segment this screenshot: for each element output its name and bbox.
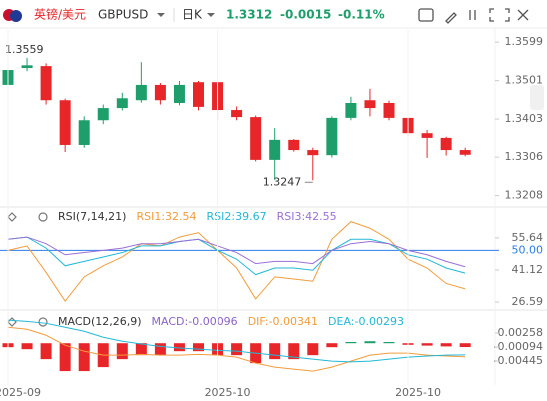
period[interactable]: 日K <box>182 8 203 22</box>
y-tick-label: 41.12 <box>512 263 544 276</box>
y-tick-label: 26.59 <box>512 295 544 308</box>
legend-entry: RSI2:39.67 <box>207 210 267 223</box>
price: 1.3312 <box>226 8 272 22</box>
candle-body <box>40 66 52 101</box>
legend-entry: RSI3:42.55 <box>277 210 337 223</box>
histogram-bar <box>440 343 452 347</box>
histogram-bar <box>116 343 128 360</box>
histogram-bar <box>173 343 185 352</box>
indicator-title: RSI(7,14,21) <box>58 210 126 223</box>
candle-body <box>78 120 90 145</box>
candle-body <box>364 100 376 109</box>
change: -0.0015 <box>280 8 331 22</box>
hide-button[interactable] <box>7 317 17 327</box>
candle-body <box>154 84 166 101</box>
high-label: 1.3559 <box>5 43 44 56</box>
symbol[interactable]: GBPUSD <box>98 8 148 22</box>
y-tick-label: 50.00 <box>512 243 544 256</box>
histogram-bar <box>459 343 471 348</box>
legend-entry: DEA:-0.00293 <box>328 315 404 328</box>
close-button[interactable] <box>517 9 529 21</box>
series-line <box>7 236 466 276</box>
dropdown-arrow[interactable] <box>207 13 215 17</box>
histogram-bar <box>345 342 357 344</box>
settings-button[interactable] <box>38 317 48 327</box>
series-line <box>7 221 466 302</box>
y-tick-label: -0.00094 <box>494 340 543 353</box>
y-tick-label: 1.3403 <box>505 112 544 125</box>
indicator-button[interactable] <box>469 10 476 20</box>
candle-body <box>459 150 471 155</box>
y-tick-label: 1.3599 <box>505 35 544 48</box>
histogram-bar <box>421 343 433 346</box>
candle-body <box>173 84 185 103</box>
candle-body <box>97 108 109 121</box>
legend-entry: DIF:-0.00341 <box>248 315 318 328</box>
series-line <box>7 236 466 268</box>
histogram-bar <box>269 343 281 360</box>
candle-body <box>193 82 204 107</box>
dropdown-arrow[interactable] <box>157 13 165 17</box>
x-tick-label: 2025-10 <box>205 386 251 399</box>
histogram-bar <box>40 343 52 360</box>
candle-body <box>345 102 357 118</box>
candle-body <box>116 98 128 109</box>
candle-body <box>288 139 300 151</box>
indicator-title: MACD(12,26,9) <box>58 315 142 328</box>
candle-body <box>421 133 433 138</box>
flag-icon <box>3 9 22 22</box>
legend-entry: RSI1:32.54 <box>136 210 196 223</box>
pair-name[interactable]: 英镑/美元 <box>34 7 86 22</box>
fullscreen-button[interactable] <box>489 8 510 22</box>
histogram-bar <box>154 343 166 356</box>
histogram-bar <box>307 343 319 356</box>
candle-body <box>21 65 33 69</box>
y-tick-label: 55.64 <box>512 231 544 244</box>
histogram-bar <box>231 343 243 356</box>
y-tick-label: 1.3306 <box>505 150 544 163</box>
candle-body <box>59 100 71 145</box>
histogram-bar <box>59 343 71 372</box>
hide-button[interactable] <box>7 212 17 222</box>
change-pct: -0.11% <box>338 8 385 22</box>
x-tick-label: 2025-09 <box>0 386 41 399</box>
y-tick-label: 0.00258 <box>498 326 544 339</box>
candle-body <box>135 84 147 101</box>
settings-button[interactable] <box>38 212 48 222</box>
histogram-bar <box>383 342 395 344</box>
candle-body <box>250 117 262 160</box>
histogram-bar <box>193 343 204 352</box>
histogram-bar <box>326 343 338 348</box>
histogram-bar <box>21 343 33 350</box>
candle-body <box>231 110 243 118</box>
y-tick-label: 1.3208 <box>505 189 544 202</box>
candle-body <box>269 139 281 160</box>
low-label: 1.3247 <box>263 175 302 188</box>
candle-body <box>326 117 338 156</box>
chart-type-button[interactable] <box>418 8 434 22</box>
series-line <box>7 319 466 363</box>
y-tick-label: -0.00445 <box>494 354 543 367</box>
legend-entry: MACD:-0.00096 <box>152 315 238 328</box>
histogram-bar <box>135 343 147 356</box>
x-tick-label: 2025-10 <box>395 386 441 399</box>
y-tick-label: 1.3501 <box>505 74 544 87</box>
candle-body <box>383 102 395 118</box>
x-axis-band <box>0 385 547 401</box>
histogram-bar <box>364 341 376 344</box>
candle-body <box>307 150 319 156</box>
histogram-bar <box>288 343 300 360</box>
candle-body <box>440 137 452 151</box>
side-toggle[interactable] <box>530 85 544 110</box>
series-line <box>7 326 466 372</box>
draw-button[interactable] <box>445 12 457 24</box>
histogram-bar <box>78 343 90 372</box>
